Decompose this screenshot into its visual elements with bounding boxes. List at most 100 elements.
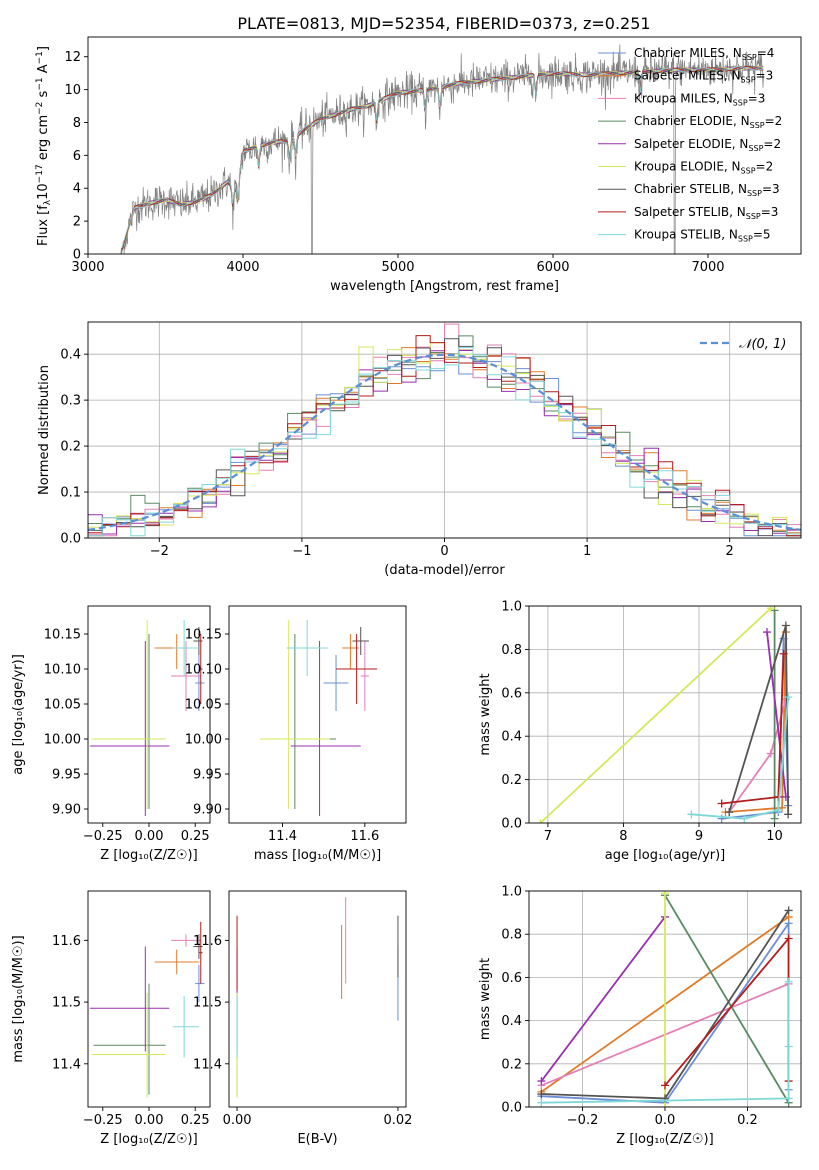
legend-entry: 𝒩(0, 1) bbox=[739, 337, 786, 352]
legend-entry: Kroupa MILES, NSSP=3 bbox=[634, 91, 765, 107]
x-axis-label: (data-model)/error bbox=[384, 563, 505, 578]
y-tick-label: 0.0 bbox=[60, 532, 81, 547]
y-axis-label: age [log₁₀(age/yr)] bbox=[11, 654, 26, 775]
mass-weight-marker bbox=[661, 891, 669, 898]
mass-weight-marker bbox=[784, 977, 793, 986]
figure-title: PLATE=0813, MJD=52354, FIBERID=0373, z=0… bbox=[237, 14, 650, 33]
mass-weight-marker bbox=[536, 819, 545, 823]
panel-mass-vs-Z: −0.25 0.00 0.25 11.4 11.5 11.6 Z [log₁₀(Z/Z☉)]… bbox=[11, 890, 211, 1147]
plot-area-age-vs-mass bbox=[259, 620, 378, 816]
x-tick-label: 0.00 bbox=[223, 1113, 252, 1128]
y-tick-label: 0.4 bbox=[501, 1014, 522, 1029]
errorbar-point bbox=[195, 655, 205, 711]
mass-weight-marker bbox=[779, 649, 788, 658]
panel-residuals: −2 −1 0 1 2 0.0 0.1 0.2 0.3 0.4 (data-model)/error… bbox=[37, 321, 802, 578]
y-tick-label: 10.15 bbox=[44, 628, 81, 643]
y-tick-label: 10.05 bbox=[44, 698, 81, 713]
y-tick-label: 0.4 bbox=[60, 348, 81, 363]
mass-weight-marker bbox=[784, 906, 793, 915]
mass-weight-marker bbox=[784, 810, 793, 819]
y-tick-label: 6 bbox=[73, 149, 81, 164]
x-tick-label: 3000 bbox=[71, 260, 104, 275]
mass-weight-marker bbox=[725, 808, 734, 817]
x-axis-label: wavelength [Angstrom, rest frame] bbox=[330, 279, 559, 294]
x-tick-label: 8 bbox=[619, 829, 627, 844]
y-tick-label: 11.4 bbox=[52, 1057, 81, 1072]
errorbar-point bbox=[173, 995, 199, 1058]
y-tick-label: 9.95 bbox=[193, 768, 222, 783]
legend-entry: Salpeter STELIB, NSSP=3 bbox=[634, 205, 778, 221]
x-axis-label: mass [log₁₀(M/M☉)] bbox=[254, 848, 381, 863]
legend-entry: Chabrier STELIB, NSSP=3 bbox=[634, 182, 780, 198]
panel-spectrum: 3000 4000 5000 6000 7000 0 2 4 6 8 10 12 wavelength … bbox=[35, 36, 802, 294]
y-tick-label: 10.00 bbox=[185, 733, 222, 748]
histogram-step bbox=[88, 347, 801, 537]
y-tick-label: 12 bbox=[64, 50, 81, 65]
y-tick-label: 0.0 bbox=[501, 1101, 522, 1116]
y-tick-label: 0 bbox=[73, 248, 81, 263]
axes-frame bbox=[528, 605, 802, 824]
mass-weight-marker bbox=[763, 628, 771, 637]
legend-entry: Salpeter ELODIE, NSSP=2 bbox=[634, 137, 781, 153]
y-tick-label: 11.6 bbox=[193, 934, 222, 949]
mass-weight-marker bbox=[537, 1098, 546, 1107]
model-spectrum-line bbox=[121, 65, 764, 248]
errorbar-point bbox=[91, 992, 166, 1098]
errorbar-point bbox=[336, 634, 378, 704]
errorbar-point bbox=[93, 634, 166, 809]
model-spectrum-line bbox=[121, 65, 764, 250]
y-tick-label: 1.0 bbox=[501, 885, 522, 900]
panel-age-vs-mass: 11.4 11.6 9.90 9.95 10.00 10.05 10.10 10.15 mass… bbox=[185, 605, 407, 863]
x-tick-label: 0 bbox=[440, 544, 448, 559]
x-tick-label: 1 bbox=[583, 544, 591, 559]
y-tick-label: 10.10 bbox=[44, 663, 81, 678]
y-tick-label: 8 bbox=[73, 116, 81, 131]
mass-weight-marker bbox=[661, 1081, 669, 1090]
y-axis-label: mass weight bbox=[478, 673, 493, 755]
errorbar-point bbox=[89, 946, 170, 1052]
plot-area-age-vs-Z bbox=[89, 620, 205, 816]
x-tick-label: 5000 bbox=[381, 260, 414, 275]
y-tick-label: 11.5 bbox=[193, 996, 222, 1011]
axes-frame bbox=[87, 36, 802, 255]
x-tick-label: 0.0 bbox=[655, 1113, 676, 1128]
x-axis-label: Z [log₁₀(Z/Z☉)] bbox=[100, 1132, 197, 1147]
y-tick-label: 0.2 bbox=[60, 440, 81, 455]
y-tick-label: 0.6 bbox=[501, 686, 522, 701]
y-tick-label: 11.4 bbox=[193, 1057, 222, 1072]
spectrum-legend: Chabrier MILES, NSSP=4 Salpeter MILES, NS… bbox=[598, 46, 782, 244]
x-tick-label: 2 bbox=[726, 544, 734, 559]
y-tick-label: 11.6 bbox=[52, 934, 81, 949]
y-tick-label: 10.05 bbox=[185, 698, 222, 713]
y-tick-label: 0.8 bbox=[501, 928, 522, 943]
x-tick-label: −1 bbox=[292, 544, 311, 559]
y-tick-label: 0.3 bbox=[60, 394, 81, 409]
x-tick-label: 0.2 bbox=[737, 1113, 758, 1128]
plot-area-massweight-vs-Z bbox=[537, 891, 793, 1107]
x-tick-label: 0.25 bbox=[181, 1113, 210, 1128]
x-tick-label: 7 bbox=[544, 829, 552, 844]
histogram-step bbox=[88, 335, 801, 537]
y-tick-label: 0.4 bbox=[501, 730, 522, 745]
y-tick-label: 9.90 bbox=[52, 803, 81, 818]
plot-area-massweight-vs-age bbox=[536, 606, 793, 823]
panel-age-vs-Z: −0.25 0.00 0.25 9.90 9.95 10.00 10.05 10.10 10.1… bbox=[11, 605, 211, 863]
y-tick-label: 9.95 bbox=[52, 768, 81, 783]
panel-massweight-vs-Z: −0.2 0.0 0.2 0.0 0.2 0.4 0.6 0.8 1.0 Z [log₁₀(Z/Z… bbox=[478, 885, 802, 1147]
mass-weight-marker bbox=[774, 805, 783, 814]
errorbar-point bbox=[360, 641, 369, 711]
axes-frame bbox=[228, 605, 407, 824]
mass-weight-marker bbox=[784, 934, 793, 943]
x-tick-label: 7000 bbox=[691, 260, 724, 275]
axes-massweight-vs-Z: −0.2 0.0 0.2 0.0 0.2 0.4 0.6 0.8 1.0 Z [log₁₀(Z/Z… bbox=[478, 885, 802, 1147]
y-tick-label: 2 bbox=[73, 215, 81, 230]
errorbar-point bbox=[91, 620, 166, 809]
axes-residuals: −2 −1 0 1 2 0.0 0.1 0.2 0.3 0.4 (data-model)/error… bbox=[37, 321, 802, 578]
axes-age-vs-Z: −0.25 0.00 0.25 9.90 9.95 10.00 10.05 10.10 10.1… bbox=[11, 605, 211, 863]
errorbar-point bbox=[342, 634, 359, 669]
errorbar-point bbox=[195, 965, 205, 1003]
mass-weight-marker bbox=[717, 799, 726, 808]
axes-frame bbox=[228, 890, 407, 1108]
axes-mass-vs-Z: −0.25 0.00 0.25 11.4 11.5 11.6 Z [log₁₀(Z/Z☉)]… bbox=[11, 890, 211, 1147]
